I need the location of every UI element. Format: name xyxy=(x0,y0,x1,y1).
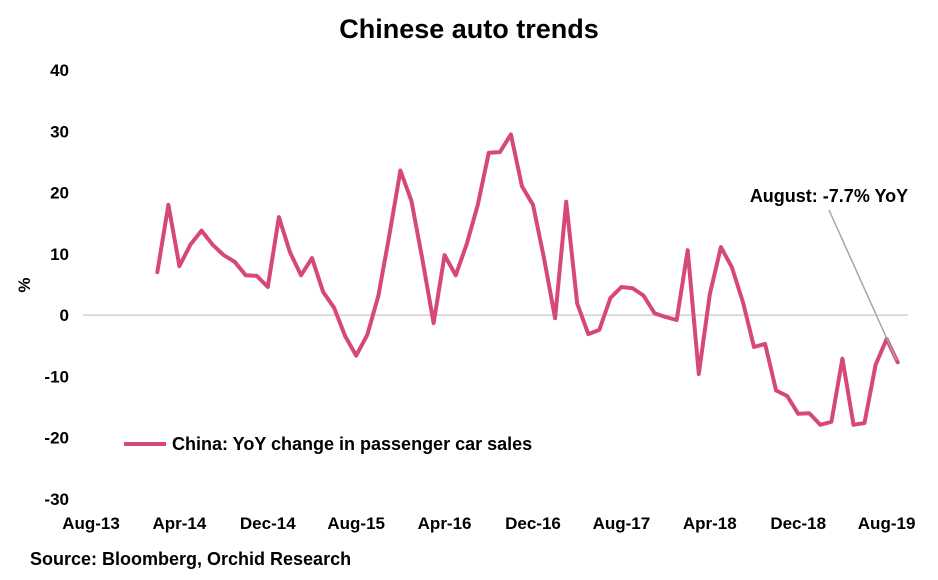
y-axis-label: % xyxy=(15,277,34,292)
x-tick-label: Apr-16 xyxy=(418,514,472,533)
y-axis-ticks: 40 30 20 10 0 -10 -20 -30 xyxy=(44,61,69,509)
x-tick-label: Dec-18 xyxy=(770,514,826,533)
x-tick-label: Aug-17 xyxy=(593,514,651,533)
x-axis-ticks: Aug-13 Apr-14 Dec-14 Aug-15 Apr-16 Dec-16 Aug-… xyxy=(62,514,915,533)
x-tick-label: Dec-14 xyxy=(240,514,296,533)
annotation-leader-line xyxy=(828,209,898,361)
x-tick-label: Aug-13 xyxy=(62,514,120,533)
y-tick-label: 40 xyxy=(50,61,69,80)
legend-label: China: YoY change in passenger car sales xyxy=(172,434,532,454)
x-tick-label: Aug-15 xyxy=(327,514,385,533)
x-tick-label: Aug-19 xyxy=(858,514,916,533)
y-tick-label: -20 xyxy=(44,429,69,448)
x-tick-label: Dec-16 xyxy=(505,514,561,533)
y-tick-label: 0 xyxy=(60,306,69,325)
y-tick-label: 20 xyxy=(50,184,69,203)
chart-title: Chinese auto trends xyxy=(339,14,599,44)
x-tick-label: Apr-18 xyxy=(683,514,737,533)
y-tick-label: 10 xyxy=(50,245,69,264)
annotation-label: August: -7.7% YoY xyxy=(750,186,908,206)
source-note: Source: Bloomberg, Orchid Research xyxy=(30,549,352,569)
series-line xyxy=(155,132,900,427)
y-tick-label: -10 xyxy=(44,367,69,386)
x-tick-label: Apr-14 xyxy=(152,514,206,533)
y-tick-label: -30 xyxy=(44,490,69,509)
y-tick-label: 30 xyxy=(50,122,69,141)
